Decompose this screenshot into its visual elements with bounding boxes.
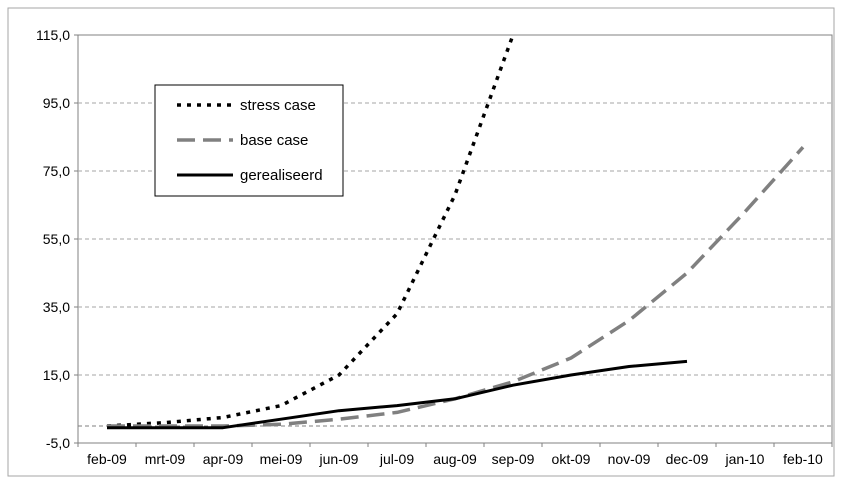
- y-tick-label: 15,0: [43, 367, 70, 383]
- legend-label: base case: [240, 132, 308, 149]
- y-tick-label: 115,0: [36, 27, 70, 43]
- x-tick-label: okt-09: [552, 451, 591, 467]
- y-tick-label: 95,0: [43, 95, 70, 111]
- y-tick-label: -5,0: [46, 435, 70, 451]
- axes: -5,0 15,0 35,0 55,0 75,0 95,0 115,0 feb-09 mrt-0…: [36, 27, 833, 467]
- x-tick-label: mrt-09: [145, 451, 186, 467]
- x-tick-label: nov-09: [608, 451, 651, 467]
- series-line-gerealiseerd: [107, 359, 688, 430]
- legend: stress case base case gerealiseerd: [154, 84, 344, 197]
- y-tick-label: 35,0: [43, 299, 70, 315]
- legend-label: stress case: [240, 97, 316, 114]
- y-tick-label: 55,0: [43, 231, 70, 247]
- y-tick-label: 75,0: [43, 163, 70, 179]
- x-tick-label: jun-09: [319, 451, 359, 467]
- x-tick-label: aug-09: [433, 451, 477, 467]
- x-tick-label: jul-09: [379, 451, 414, 467]
- x-tick-label: feb-10: [783, 451, 823, 467]
- x-tick-label: apr-09: [203, 451, 244, 467]
- x-tick-label: feb-09: [87, 451, 127, 467]
- x-tick-label: jan-10: [725, 451, 765, 467]
- x-tick-label: dec-09: [666, 451, 709, 467]
- legend-label: gerealiseerd: [240, 167, 323, 184]
- series-lines: [106, 35, 805, 430]
- x-tick-label: sep-09: [492, 451, 535, 467]
- x-tick-label: mei-09: [260, 451, 303, 467]
